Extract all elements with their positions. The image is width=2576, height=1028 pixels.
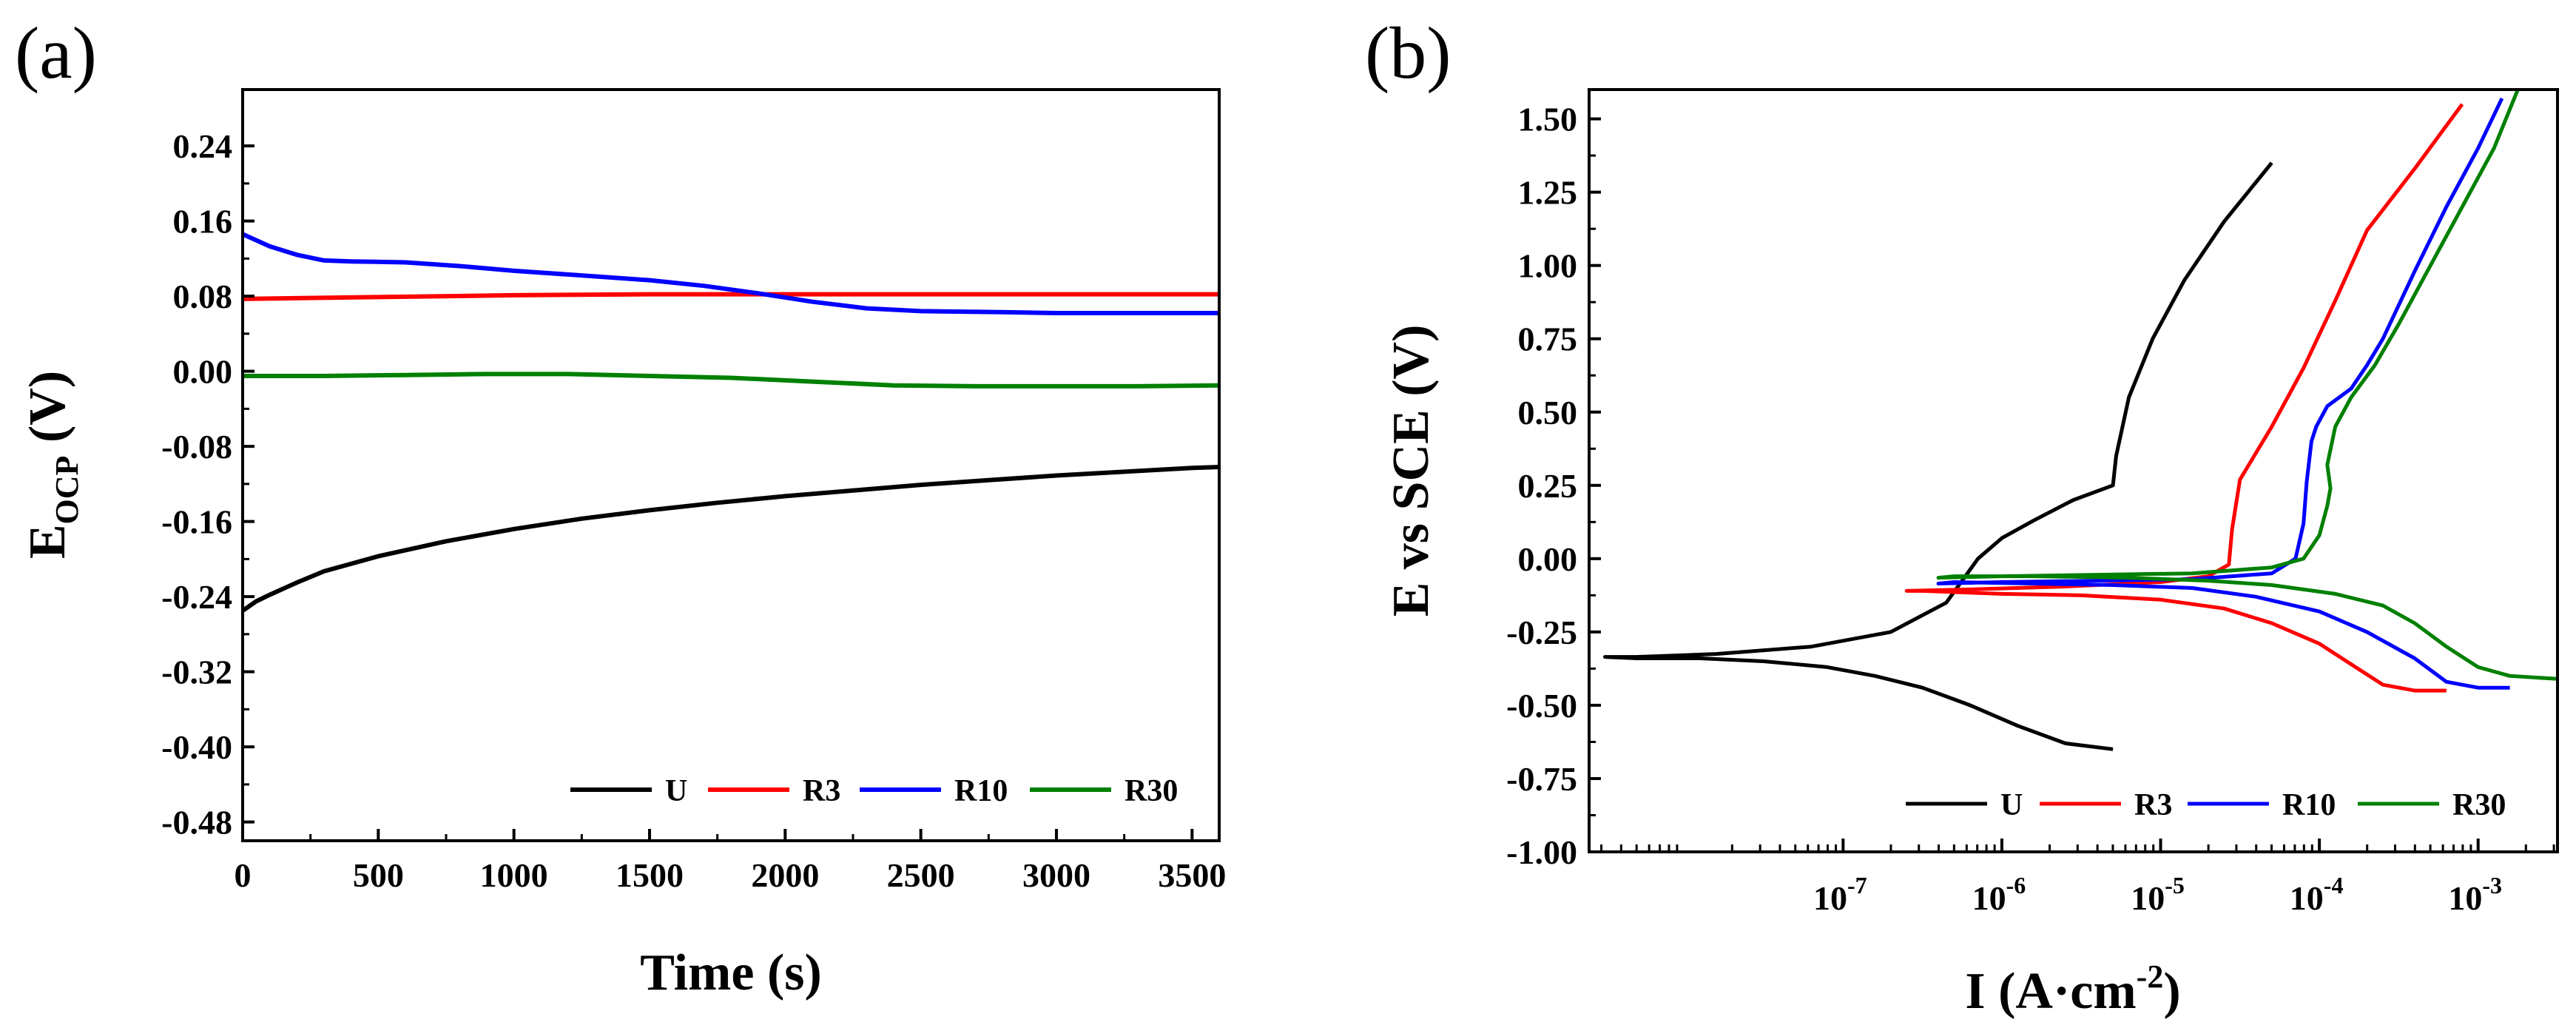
- panel-a-ylabel-sub: OCP: [49, 456, 85, 525]
- x-tick-label-b: 10-7: [1813, 872, 1867, 917]
- legend-label-b-r3: R3: [2134, 788, 2172, 822]
- x-tick-label-b: 10-4: [2290, 872, 2344, 917]
- legend-label-a-u: U: [665, 774, 687, 808]
- y-tick-label-b: 0.00: [1518, 540, 1578, 578]
- y-tick-label-b: 0.50: [1518, 394, 1578, 431]
- panel-b-legend: U R3 R10 R30: [1906, 788, 2506, 822]
- y-tick-label-b: -1.00: [1506, 833, 1577, 871]
- series-line-a-r30: [243, 372, 1220, 389]
- y-tick-label-b: 0.25: [1518, 467, 1578, 505]
- y-tick-label-b: -0.75: [1506, 760, 1577, 798]
- legend-label-a-r10: R10: [954, 774, 1008, 808]
- series-line-a-r3: [242, 292, 1219, 301]
- y-tick-label-a: -0.16: [161, 503, 232, 541]
- y-tick-label-b: -0.50: [1506, 687, 1577, 725]
- series-line-a-r10: [241, 232, 1219, 315]
- panel-b-xlabel-end: ): [2163, 963, 2180, 1020]
- y-tick-label-b: -0.25: [1506, 614, 1577, 651]
- panel-a-ylabel-unit: (V): [19, 371, 76, 456]
- x-tick-label-a: 2000: [751, 856, 819, 894]
- x-tick-label-a: 500: [353, 856, 404, 894]
- x-tick-label-a: 3000: [1022, 856, 1090, 894]
- x-tick-label-a: 1500: [616, 856, 684, 894]
- panel-a-frame: [241, 88, 1221, 842]
- panel-a-legend: U R3 R10 R30: [570, 774, 1178, 808]
- y-tick-label-a: -0.08: [161, 428, 232, 466]
- y-tick-label-b: 1.25: [1518, 174, 1578, 212]
- panel-b-ylabel: E vs SCE (V): [1383, 325, 1440, 617]
- x-tick-label-b: 10-6: [1972, 872, 2026, 917]
- series-line-b-r30: [1936, 89, 2558, 681]
- series-line-b-r3: [1904, 103, 2464, 693]
- panel-a-xlabel: Time (s): [640, 944, 822, 1001]
- series-line-a-u: [241, 465, 1220, 613]
- y-tick-label-b: 1.00: [1518, 247, 1578, 285]
- x-tick-label-a: 3500: [1158, 856, 1226, 894]
- x-tick-label-a: 1000: [480, 856, 548, 894]
- y-tick-label-a: -0.48: [161, 804, 232, 841]
- y-tick-label-b: 1.50: [1518, 101, 1578, 138]
- y-tick-label-a: -0.40: [161, 728, 232, 766]
- panel-a: (a) 0 500 1000 1500 2000 2500 3000 3500 -0.48 -0.…: [15, 12, 1226, 1001]
- y-tick-label-a: 0.24: [173, 127, 233, 165]
- panel-b-frame: [1588, 88, 2559, 853]
- y-tick-label-a: -0.24: [161, 578, 232, 616]
- panel-b-label: (b): [1365, 12, 1451, 94]
- panel-b-xlabel-sup: -2: [2137, 958, 2164, 995]
- panel-b-xlabel-main: I (A·cm: [1965, 963, 2136, 1020]
- panel-a-ylabel-main: E: [19, 524, 76, 559]
- y-tick-label-a: 0.16: [173, 203, 233, 241]
- x-tick-label-b: 10-3: [2448, 872, 2502, 917]
- x-tick-label-a: 0: [235, 856, 252, 894]
- y-tick-label-a: -0.32: [161, 654, 232, 691]
- legend-label-a-r30: R30: [1125, 774, 1178, 808]
- y-tick-label-a: 0.08: [173, 278, 233, 315]
- y-tick-label-b: 0.75: [1518, 320, 1578, 358]
- panel-b-xlabel: I (A·cm-2): [1965, 958, 2180, 1020]
- panel-a-ylabel: EOCP (V): [19, 371, 85, 559]
- y-tick-label-a: 0.00: [173, 353, 233, 391]
- legend-label-b-u: U: [2000, 788, 2023, 822]
- legend-label-a-r3: R3: [803, 774, 840, 808]
- x-tick-label-a: 2500: [887, 856, 955, 894]
- legend-label-b-r30: R30: [2452, 788, 2506, 822]
- series-line-b-u: [1603, 161, 2273, 751]
- legend-label-b-r10: R10: [2282, 788, 2336, 822]
- panel-a-label: (a): [15, 12, 97, 94]
- panel-b: (b) 10-7 10-6 10-5 10-4 10-3 -1.00 -0.75 -0.50 -…: [1365, 12, 2559, 1020]
- x-tick-label-b: 10-5: [2131, 872, 2185, 917]
